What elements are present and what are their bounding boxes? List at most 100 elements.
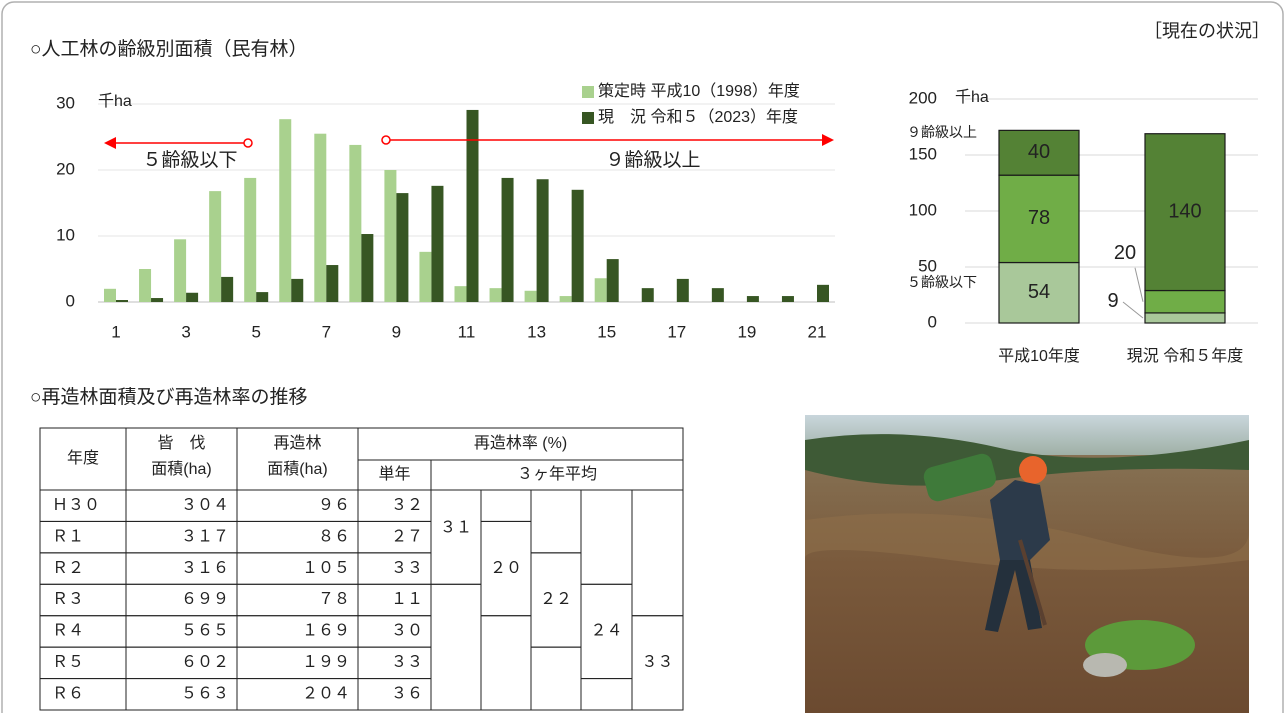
cell-text: ３１ bbox=[440, 519, 472, 536]
cell-text: 再造林率 (%) bbox=[474, 434, 567, 452]
data-label: 140 bbox=[1168, 200, 1201, 222]
bar bbox=[467, 110, 479, 302]
data-label: 40 bbox=[1028, 141, 1050, 163]
y-tick-label: 0 bbox=[928, 312, 937, 331]
y-tick-label: 30 bbox=[56, 93, 75, 112]
legend-label: 策定時 平成10（1998）年度 bbox=[598, 82, 800, 100]
cell-text: １６９ bbox=[302, 623, 350, 640]
legend-swatch bbox=[582, 86, 594, 98]
bar bbox=[279, 119, 291, 302]
y-tick-label: 20 bbox=[56, 159, 75, 178]
x-tick-label: 5 bbox=[251, 322, 260, 341]
cell-text: ７８ bbox=[318, 591, 350, 608]
cell-text: ２７ bbox=[391, 528, 423, 545]
cell-text: ３６ bbox=[391, 686, 423, 703]
table-title: ○再造林面積及び再造林率の推移 bbox=[30, 386, 307, 408]
cell-text: Ｒ２ bbox=[52, 560, 84, 577]
cell-text: ３ヶ年平均 bbox=[517, 465, 597, 483]
bar bbox=[782, 296, 794, 302]
cell-text: ３０４ bbox=[181, 497, 229, 514]
x-tick-label: 3 bbox=[181, 322, 190, 341]
x-tick-label: 13 bbox=[527, 322, 546, 341]
y-tick-label: 100 bbox=[909, 200, 937, 219]
y-tick-label: 0 bbox=[66, 291, 75, 310]
bar bbox=[572, 190, 584, 302]
cell-text: ３３ bbox=[391, 560, 423, 577]
cell-text: 年度 bbox=[67, 449, 99, 467]
cell-text: 面積(ha) bbox=[151, 460, 211, 478]
chart-title: ○人工林の齢級別面積（民有林） bbox=[30, 38, 307, 60]
cell-text: ３１７ bbox=[181, 528, 229, 545]
bar bbox=[396, 193, 408, 302]
series-name: ５齢級以下 bbox=[907, 274, 977, 290]
data-label: 20 bbox=[1114, 242, 1136, 264]
bar bbox=[104, 289, 116, 302]
cell-text: １０５ bbox=[302, 560, 350, 577]
bar bbox=[221, 277, 233, 302]
bar bbox=[244, 178, 256, 302]
cell-text: Ｒ５ bbox=[52, 654, 84, 671]
photo-helmet bbox=[1019, 456, 1047, 484]
data-label: 78 bbox=[1028, 207, 1050, 229]
x-tick-label: 19 bbox=[737, 322, 756, 341]
photo-rock bbox=[1083, 653, 1127, 677]
cell-text: ６９９ bbox=[181, 591, 229, 608]
cell-text: 面積(ha) bbox=[267, 460, 327, 478]
x-tick-label: 21 bbox=[808, 322, 827, 341]
cell-text: 皆 伐 bbox=[157, 434, 205, 452]
bar bbox=[256, 292, 268, 302]
x-tick-label: 17 bbox=[667, 322, 686, 341]
legend-label: 現 況 令和５（2023）年度 bbox=[598, 108, 798, 126]
bar bbox=[116, 300, 128, 302]
bar bbox=[747, 296, 759, 302]
cell-text: Ｒ３ bbox=[52, 591, 84, 608]
annotation: ９齢級以上 bbox=[605, 149, 700, 171]
bar bbox=[349, 145, 361, 302]
bar bbox=[642, 288, 654, 302]
cell-text: ５６５ bbox=[181, 623, 229, 640]
bar bbox=[431, 186, 443, 302]
bar bbox=[490, 288, 502, 302]
cell-text: ２０４ bbox=[302, 686, 350, 703]
x-tick-label: 11 bbox=[458, 322, 476, 341]
cell-text: ３１６ bbox=[181, 560, 229, 577]
header: ［現在の状況］ bbox=[1144, 21, 1270, 41]
cell-text: Ｒ４ bbox=[52, 623, 84, 640]
bar bbox=[525, 291, 537, 302]
data-label: 9 bbox=[1107, 290, 1118, 312]
cell-text: ３３ bbox=[641, 654, 673, 671]
arrow-end bbox=[244, 139, 252, 147]
cell-text: １９９ bbox=[302, 654, 350, 671]
cell-text: Ｈ３０ bbox=[52, 497, 100, 514]
x-tick-label: 1 bbox=[111, 322, 120, 341]
x-tick-label: 7 bbox=[322, 322, 331, 341]
cell-text: ８６ bbox=[318, 528, 350, 545]
bar bbox=[607, 259, 619, 302]
bar bbox=[151, 298, 163, 302]
cell-text: ６０２ bbox=[181, 654, 229, 671]
bar bbox=[186, 293, 198, 302]
y-tick-label: 200 bbox=[909, 88, 937, 107]
x-tick-label: 15 bbox=[597, 322, 616, 341]
y-tick-label: 50 bbox=[918, 256, 937, 275]
bar bbox=[560, 296, 572, 302]
bar bbox=[291, 279, 303, 302]
bar bbox=[174, 239, 186, 302]
cell-text: 単年 bbox=[378, 465, 410, 483]
bar bbox=[209, 191, 221, 302]
cell-text: Ｒ１ bbox=[52, 528, 84, 545]
x-tick-label: 現況 令和５年度 bbox=[1127, 347, 1243, 365]
cell-text: 再造林 bbox=[273, 434, 321, 452]
bar bbox=[502, 178, 514, 302]
cell-text: ２０ bbox=[490, 560, 522, 577]
arrow-end bbox=[382, 136, 390, 144]
bar bbox=[712, 288, 724, 302]
cell-text: ３２ bbox=[391, 497, 423, 514]
data-label: 54 bbox=[1028, 281, 1050, 303]
y-unit: 千ha bbox=[955, 88, 989, 106]
legend-swatch bbox=[582, 112, 594, 124]
photo bbox=[805, 415, 1249, 713]
x-tick-label: 平成10年度 bbox=[998, 347, 1080, 365]
y-unit: 千ha bbox=[98, 92, 132, 110]
bar bbox=[817, 285, 829, 302]
